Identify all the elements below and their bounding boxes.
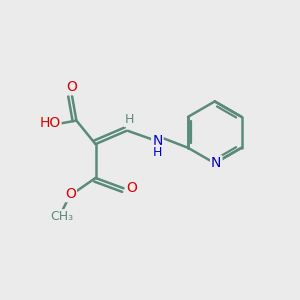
Text: N: N — [211, 156, 221, 170]
Text: H: H — [153, 146, 162, 159]
Text: O: O — [67, 80, 77, 94]
Text: CH₃: CH₃ — [50, 210, 73, 223]
Text: O: O — [126, 181, 137, 195]
Text: O: O — [65, 187, 76, 201]
Text: HO: HO — [39, 116, 61, 130]
Text: N: N — [152, 134, 163, 148]
Text: H: H — [125, 113, 134, 126]
